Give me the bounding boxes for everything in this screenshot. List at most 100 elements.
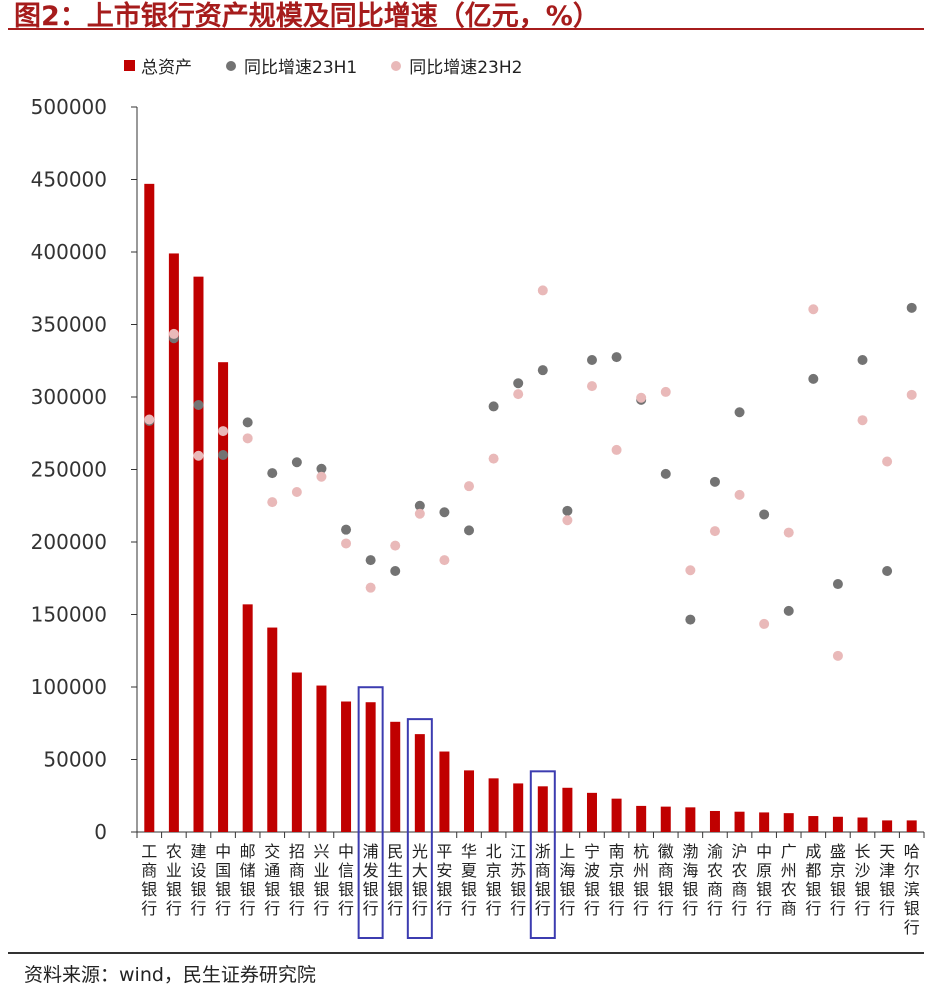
point-growth-h1 <box>709 476 720 487</box>
x-tick-label: 农业银行 <box>166 842 182 918</box>
bar-total-assets <box>193 276 204 832</box>
x-tick-label: 上海银行 <box>559 842 575 918</box>
point-growth-h2 <box>390 540 401 551</box>
bar-total-assets <box>267 627 278 832</box>
bar-total-assets <box>709 810 720 832</box>
bar-total-assets <box>808 816 819 832</box>
point-growth-h1 <box>488 401 499 412</box>
point-growth-h1 <box>832 579 843 590</box>
point-growth-h2 <box>488 453 499 464</box>
x-tick-label: 浦发银行 <box>363 842 379 918</box>
point-growth-h2 <box>242 433 253 444</box>
bar-total-assets <box>439 751 450 832</box>
bar-total-assets <box>685 807 696 832</box>
x-tick-label: 渝农商行 <box>707 842 723 918</box>
point-growth-h2 <box>316 471 327 482</box>
legend-swatch-dot <box>391 60 402 71</box>
point-growth-h2 <box>291 486 302 497</box>
point-growth-h2 <box>759 618 770 629</box>
bar-total-assets <box>832 816 843 832</box>
x-tick-label: 宁波银行 <box>584 842 600 918</box>
chart-title: 图2：上市银行资产规模及同比增速（亿元，%） <box>14 1 600 32</box>
point-growth-h2 <box>218 426 229 437</box>
bar-total-assets <box>513 783 524 832</box>
point-growth-h2 <box>439 555 450 566</box>
x-tick-label: 杭州银行 <box>633 842 649 918</box>
point-growth-h2 <box>365 582 376 593</box>
point-growth-h1 <box>218 450 229 460</box>
y-tick-label: 150000 <box>31 603 107 627</box>
point-growth-h1 <box>267 468 278 479</box>
point-growth-h2 <box>168 328 179 339</box>
x-tick-label: 邮储银行 <box>240 842 256 918</box>
point-growth-h2 <box>734 489 745 500</box>
point-growth-h2 <box>464 481 475 492</box>
x-tick-label: 渤海银行 <box>682 842 698 918</box>
bar-total-assets <box>316 685 327 832</box>
bar-total-assets <box>341 701 352 832</box>
x-tick-label: 建设银行 <box>190 842 206 918</box>
x-tick-label: 中国银行 <box>215 842 231 918</box>
legend-item-total-assets: 总资产 <box>124 53 192 78</box>
legend-label: 总资产 <box>141 58 192 78</box>
point-growth-h1 <box>783 605 794 616</box>
x-tick-label: 招商银行 <box>289 842 305 918</box>
point-growth-h1 <box>685 614 696 625</box>
x-tick-label: 哈尔滨银行 <box>904 842 920 937</box>
legend-item-growth-h1: 同比增速23H1 <box>226 53 357 78</box>
point-growth-h2 <box>685 565 696 576</box>
point-growth-h2 <box>414 508 425 519</box>
bar-total-assets <box>218 362 229 832</box>
y-tick-label: 300000 <box>31 385 107 409</box>
point-growth-h1 <box>414 500 425 511</box>
bar-total-assets <box>906 820 917 832</box>
x-tick-label: 工商银行 <box>141 842 157 918</box>
y-tick-label: 50000 <box>43 748 107 772</box>
bar-total-assets <box>144 183 155 833</box>
x-tick-label: 平安银行 <box>436 842 452 918</box>
bar-total-assets <box>734 811 745 832</box>
point-growth-h1 <box>464 525 475 536</box>
bar-total-assets <box>586 792 597 832</box>
x-tick-label: 成都银行 <box>805 842 821 918</box>
point-growth-h1 <box>537 365 548 376</box>
bar-total-assets <box>488 778 499 832</box>
point-growth-h2 <box>586 381 597 392</box>
y-tick-label: 100000 <box>31 675 107 699</box>
point-growth-h2 <box>341 538 352 549</box>
point-growth-h2 <box>144 414 155 425</box>
bar-total-assets <box>562 787 573 832</box>
x-tick-label: 华夏银行 <box>461 842 477 918</box>
point-growth-h2 <box>513 389 524 400</box>
point-growth-h2 <box>660 386 671 397</box>
point-growth-h1 <box>586 355 597 366</box>
point-growth-h1 <box>906 302 917 313</box>
title-divider <box>8 28 924 30</box>
bar-total-assets <box>168 253 179 832</box>
point-growth-h1 <box>857 355 868 366</box>
point-growth-h2 <box>808 304 819 315</box>
bar-total-assets <box>882 820 893 832</box>
point-growth-h1 <box>808 373 819 384</box>
point-growth-h1 <box>513 378 524 389</box>
x-tick-label: 兴业银行 <box>313 842 329 918</box>
point-growth-h1 <box>193 399 204 410</box>
bar-total-assets <box>783 813 794 832</box>
y-tick-label: 450000 <box>31 168 107 192</box>
bar-total-assets <box>464 770 475 832</box>
point-growth-h1 <box>341 524 352 535</box>
legend: 总资产 同比增速23H1 同比增速23H2 <box>124 53 556 78</box>
legend-swatch-bar <box>124 60 135 71</box>
point-growth-h1 <box>365 555 376 566</box>
x-tick-label: 广州农商 <box>781 842 797 918</box>
point-growth-h1 <box>734 407 745 418</box>
y-tick-label: 500000 <box>31 95 107 119</box>
highlight-box <box>357 686 384 939</box>
point-growth-h1 <box>562 505 573 516</box>
y-tick-label: 400000 <box>31 240 107 264</box>
x-tick-label: 中原银行 <box>756 842 772 918</box>
point-growth-h2 <box>636 392 647 403</box>
bar-total-assets <box>242 604 253 832</box>
point-growth-h1 <box>291 457 302 468</box>
point-growth-h2 <box>611 444 622 455</box>
